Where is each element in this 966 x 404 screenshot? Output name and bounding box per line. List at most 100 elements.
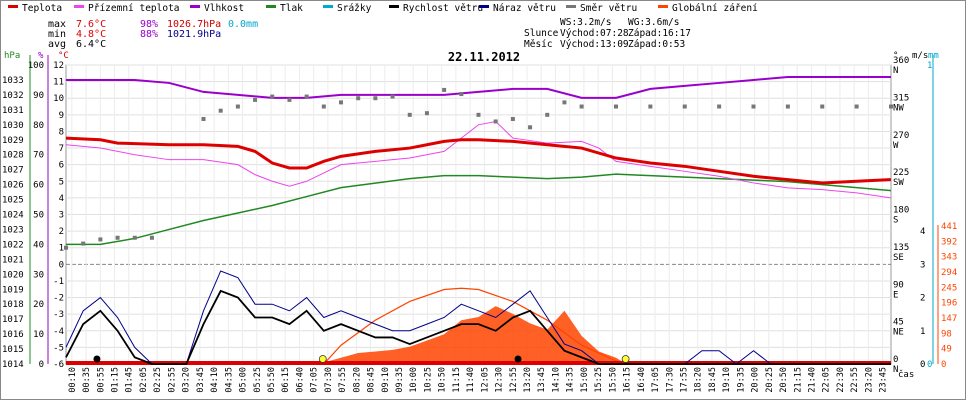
x-tick-25: 10:25: [423, 367, 433, 393]
rad-tick-196: 196: [941, 299, 957, 309]
sun-mark-1: [621, 355, 630, 363]
rad-tick-343: 343: [941, 253, 957, 263]
legend-label-6: Náraz větru: [493, 3, 556, 14]
x-tick-34: 14:10: [551, 367, 561, 393]
x-tick-41: 17:05: [651, 367, 661, 393]
x-tick-8: 03:20: [182, 367, 192, 393]
x-tick-33: 13:45: [537, 367, 547, 393]
wind-dir-point-19: [390, 94, 395, 99]
wind-dir-point-39: [889, 104, 893, 109]
wind-dir-point-5: [149, 235, 154, 240]
wind-dir-point-0: [64, 245, 68, 250]
dir-tick-deg-3: 135: [893, 243, 909, 253]
temp-tick-4: 4: [59, 194, 64, 204]
x-tick-44: 18:20: [694, 367, 704, 393]
x-tick-15: 06:15: [281, 367, 291, 393]
pressure-tick-1016: 1016: [2, 330, 24, 340]
x-tick-22: 09:10: [381, 367, 391, 393]
x-axis-label: čas: [898, 369, 914, 380]
temp-tick--3: -3: [53, 310, 64, 320]
x-tick-50: 20:50: [779, 367, 789, 393]
rad-tick-245: 245: [941, 283, 957, 293]
wind-dir-point-3: [115, 235, 120, 240]
wind-dir-point-13: [287, 97, 292, 102]
stat-avg-temp: 6.4°C: [76, 39, 106, 50]
legend-swatch-3: [266, 5, 276, 8]
x-tick-38: 15:50: [608, 367, 618, 393]
dir-tick-name-8: N: [893, 66, 898, 76]
x-tick-0: 00:10: [68, 367, 78, 393]
x-tick-43: 17:55: [679, 367, 689, 393]
radiation-area: [323, 306, 627, 364]
x-tick-55: 22:55: [850, 367, 860, 393]
x-tick-2: 00:55: [96, 367, 106, 393]
wind-dir-point-11: [253, 97, 258, 102]
x-tick-37: 15:25: [594, 367, 604, 393]
stat-min-temp: 4.8°C: [76, 29, 106, 40]
chart-title: 22.11.2012: [448, 50, 520, 64]
stat-max-rain: 0.0mm: [228, 19, 258, 30]
dir-tick-name-5: SW: [893, 178, 904, 188]
dir-tick-name-7: NW: [893, 103, 904, 113]
ws-tick-4: 4: [920, 227, 925, 237]
legend-label-1: Přízemní teplota: [88, 3, 180, 14]
temp-tick--1: -1: [53, 277, 64, 287]
series: [64, 75, 893, 365]
dir-tick-name-0: N: [893, 365, 898, 375]
temp-tick--4: -4: [53, 327, 64, 337]
wind-speed-line: [65, 289, 891, 365]
x-tick-57: 23:45: [879, 367, 889, 393]
x-tick-9: 03:45: [196, 367, 206, 393]
humidity-tick-80: 80: [33, 121, 44, 131]
wind-speed-info: WS:3.2m/s: [560, 17, 611, 28]
humidity-tick-10: 10: [33, 330, 44, 340]
wind-dir-point-37: [820, 104, 825, 109]
humidity-tick-100: 100: [28, 61, 44, 71]
x-tick-10: 04:10: [210, 367, 220, 393]
wind-dir-point-2: [98, 237, 103, 242]
dir-tick-name-6: W: [893, 141, 899, 151]
temp-tick-5: 5: [59, 177, 64, 187]
dir-tick-name-2: E: [893, 290, 898, 300]
temperature-line: [65, 136, 892, 185]
x-tick-21: 08:45: [367, 367, 377, 393]
pressure-tick-1014: 1014: [2, 360, 24, 370]
x-tick-42: 17:30: [665, 367, 675, 393]
pressure-line: [66, 173, 892, 246]
wind-dir-point-25: [493, 119, 498, 124]
humidity-tick-30: 30: [33, 270, 44, 280]
legend-label-8: Globální záření: [672, 3, 758, 14]
stat-max-label: max: [48, 19, 66, 30]
ws-tick-0: 0: [920, 360, 925, 370]
x-tick-3: 01:15: [111, 367, 121, 393]
pressure-tick-1018: 1018: [2, 300, 24, 310]
ws-tick-2: 2: [920, 294, 925, 304]
dir-tick-deg-8: 360: [893, 56, 909, 66]
temp-tick--5: -5: [53, 343, 64, 353]
x-tick-45: 18:45: [708, 367, 718, 393]
x-tick-29: 12:05: [480, 367, 490, 393]
dir-tick-name-4: S: [893, 216, 898, 226]
x-tick-51: 21:15: [793, 367, 803, 393]
moon-mark-1: [514, 355, 522, 363]
wind-dir-point-24: [476, 112, 481, 117]
rad-tick-98: 98: [941, 329, 952, 339]
temp-tick-1: 1: [59, 244, 64, 254]
x-tick-48: 20:00: [751, 367, 761, 393]
legend-swatch-5: [389, 5, 399, 8]
x-tick-18: 07:30: [324, 367, 334, 393]
dir-tick-name-3: SE: [893, 253, 904, 263]
wind-dir-point-17: [356, 96, 361, 101]
wind-dir-point-10: [235, 104, 240, 109]
pressure-tick-1019: 1019: [2, 285, 24, 295]
sun-rise: Východ:07:28: [560, 28, 629, 39]
x-tick-31: 12:55: [509, 367, 519, 393]
sun-moon-marks: [93, 355, 630, 363]
moon-label: Měsíc: [524, 39, 553, 50]
x-tick-35: 14:35: [566, 367, 576, 393]
x-tick-53: 22:05: [822, 367, 832, 393]
pressure-tick-1025: 1025: [2, 196, 24, 206]
temp-tick-12: 12: [53, 61, 64, 71]
legend-label-7: Směr větru: [580, 3, 637, 14]
wind-dir-point-22: [442, 87, 447, 92]
